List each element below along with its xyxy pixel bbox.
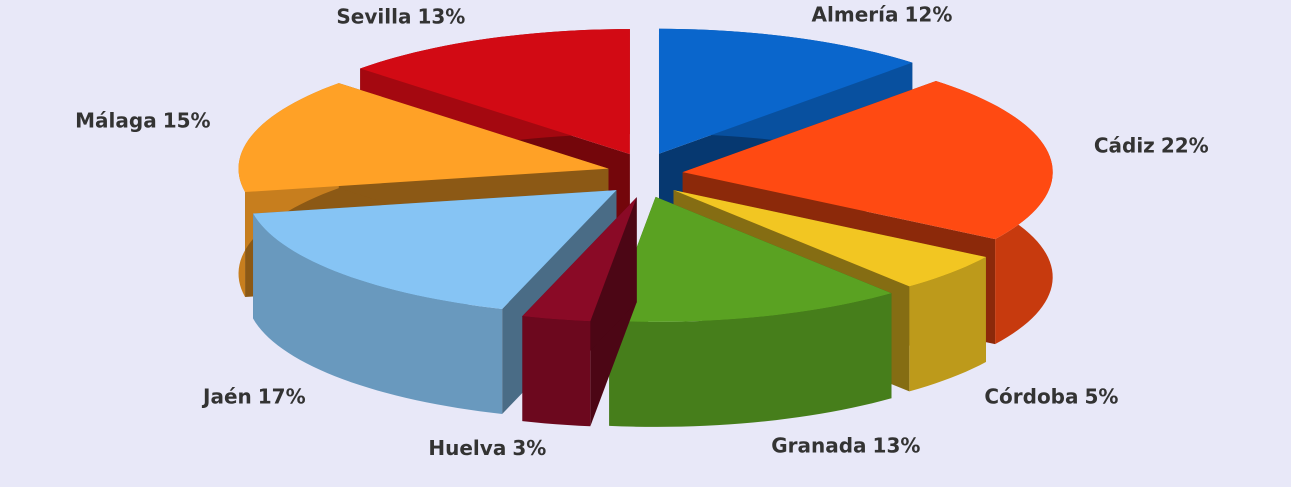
- label-value: 12%: [904, 2, 952, 26]
- label-value: 5%: [1085, 384, 1119, 408]
- slice-top: [658, 28, 913, 154]
- label-value: 3%: [512, 435, 546, 459]
- label-value: 13%: [417, 4, 465, 28]
- label-value: 15%: [163, 108, 211, 132]
- slice-top: [673, 190, 986, 287]
- slice: [522, 197, 637, 427]
- label-name: Málaga: [75, 108, 157, 132]
- slice-top: [609, 196, 892, 322]
- slice-top: [682, 81, 1053, 240]
- label-value: 17%: [258, 384, 306, 408]
- slice-side: [909, 257, 986, 392]
- label-name: Huelva: [428, 435, 506, 459]
- slice-label: Huelva 3%: [428, 435, 546, 459]
- slice-top: [522, 197, 637, 322]
- slice-label: Jaén 17%: [201, 384, 306, 408]
- label-name: Sevilla: [336, 4, 411, 28]
- label-name: Córdoba: [984, 384, 1078, 408]
- slice-side: [522, 316, 591, 427]
- slice-label: Cádiz 22%: [1094, 133, 1209, 157]
- slice: [609, 196, 892, 427]
- slice-label: Almería 12%: [812, 2, 953, 26]
- slice-top: [253, 190, 617, 309]
- label-name: Jaén: [201, 384, 252, 408]
- label-value: 13%: [873, 433, 921, 457]
- slice-top: [238, 83, 609, 193]
- slice-label: Sevilla 13%: [336, 4, 465, 28]
- slice-label: Málaga 15%: [75, 108, 210, 132]
- slice-top: [360, 29, 630, 155]
- label-name: Cádiz: [1094, 133, 1155, 157]
- slice-side: [609, 293, 892, 427]
- slice-label: Córdoba 5%: [984, 384, 1118, 408]
- label-name: Almería: [812, 2, 899, 26]
- slice-side: [253, 213, 503, 414]
- label-name: Granada: [771, 433, 866, 457]
- slice-label: Granada 13%: [771, 433, 920, 457]
- label-value: 22%: [1161, 133, 1209, 157]
